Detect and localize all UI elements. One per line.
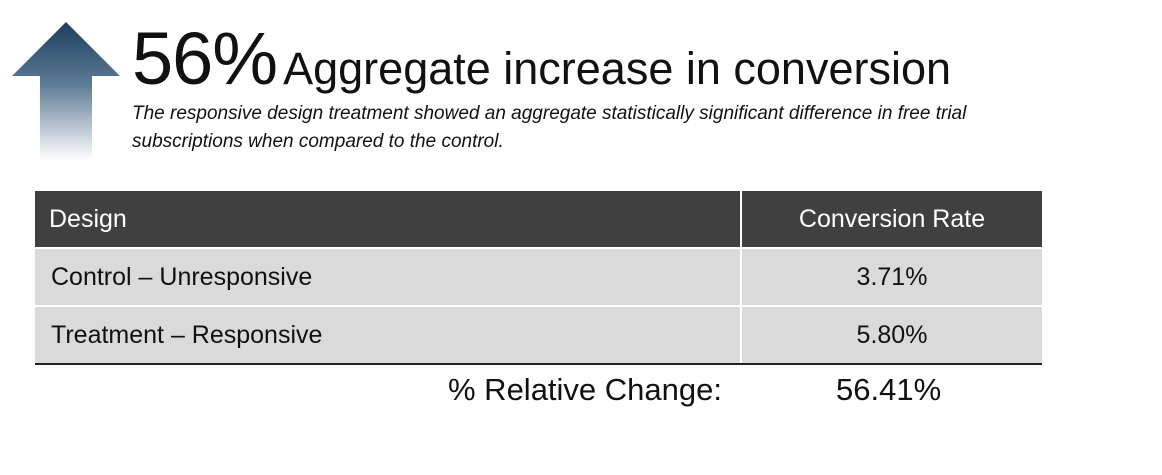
table-row: Control – Unresponsive 3.71% [35,247,1042,306]
column-header-conversion-rate: Conversion Rate [741,191,1042,248]
up-arrow-icon [12,22,120,160]
design-cell: Control – Unresponsive [35,247,742,306]
relative-change-label: % Relative Change: [448,372,722,407]
conversion-table: Design Conversion Rate Control – Unrespo… [35,191,1042,365]
headline-text: Aggregate increase in conversion [283,43,952,94]
headline: 56% Aggregate increase in conversion [132,22,951,96]
table-header-row: Design Conversion Rate [35,191,1042,248]
rate-cell: 3.71% [741,247,1042,306]
rate-cell: 5.80% [741,305,1042,365]
relative-change-value: 56.41% [836,372,942,407]
column-header-design: Design [35,191,742,248]
headline-percentage: 56% [132,17,278,100]
table-row: Treatment – Responsive 5.80% [35,305,1042,365]
subtitle: The responsive design treatment showed a… [132,103,967,152]
design-cell: Treatment – Responsive [35,305,742,365]
